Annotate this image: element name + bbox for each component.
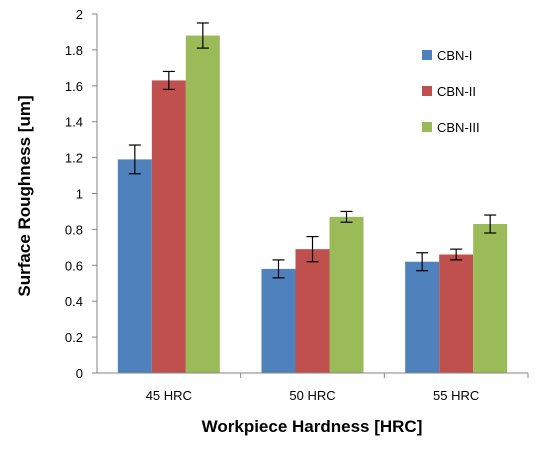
x-labels-layer: 45 HRC 50 HRC 55 HRC: [146, 373, 529, 403]
bar-cbn-ii: [439, 254, 474, 373]
y-tick-label: 1.6: [65, 79, 83, 94]
bar-cbn-i: [261, 268, 296, 373]
y-tick-label: 0.6: [65, 258, 83, 273]
bar-cbn-iii: [329, 216, 364, 373]
y-ticks-layer: 0 0.2 0.4 0.6 0.8 1 1.2 1.4 1.6 1.8 2: [65, 7, 97, 381]
bar-cbn-i: [405, 261, 440, 373]
y-tick-label: 1: [76, 187, 83, 202]
legend-swatch: [422, 122, 432, 132]
bar-cbn-i: [117, 159, 152, 373]
bars-layer: [117, 35, 508, 373]
y-tick-label: 0.8: [65, 222, 83, 237]
bar-cbn-iii: [473, 224, 508, 373]
legend-swatch: [422, 50, 432, 60]
y-tick-label: 2: [76, 7, 83, 22]
error-bars-layer: [128, 22, 497, 279]
y-tick-label: 1.8: [65, 43, 83, 58]
legend-swatch: [422, 86, 432, 96]
x-axis-title: Workpiece Hardness [HRC]: [202, 417, 423, 436]
bar-cbn-ii: [295, 249, 330, 373]
bar-cbn-ii: [151, 80, 186, 373]
y-tick-label: 0: [76, 366, 83, 381]
legend-label: CBN-II: [437, 84, 476, 99]
legend-label: CBN-III: [437, 120, 480, 135]
legend: CBN-I CBN-II CBN-III: [422, 48, 480, 135]
y-tick-label: 0.4: [65, 294, 83, 309]
bar-cbn-iii: [185, 35, 220, 373]
x-category-label: 55 HRC: [433, 388, 479, 403]
x-category-label: 50 HRC: [289, 388, 335, 403]
legend-label: CBN-I: [437, 48, 472, 63]
x-category-label: 45 HRC: [146, 388, 192, 403]
y-tick-label: 1.4: [65, 115, 83, 130]
y-axis-title: Surface Roughness [um]: [15, 95, 34, 296]
y-tick-label: 0.2: [65, 330, 83, 345]
y-tick-label: 1.2: [65, 151, 83, 166]
